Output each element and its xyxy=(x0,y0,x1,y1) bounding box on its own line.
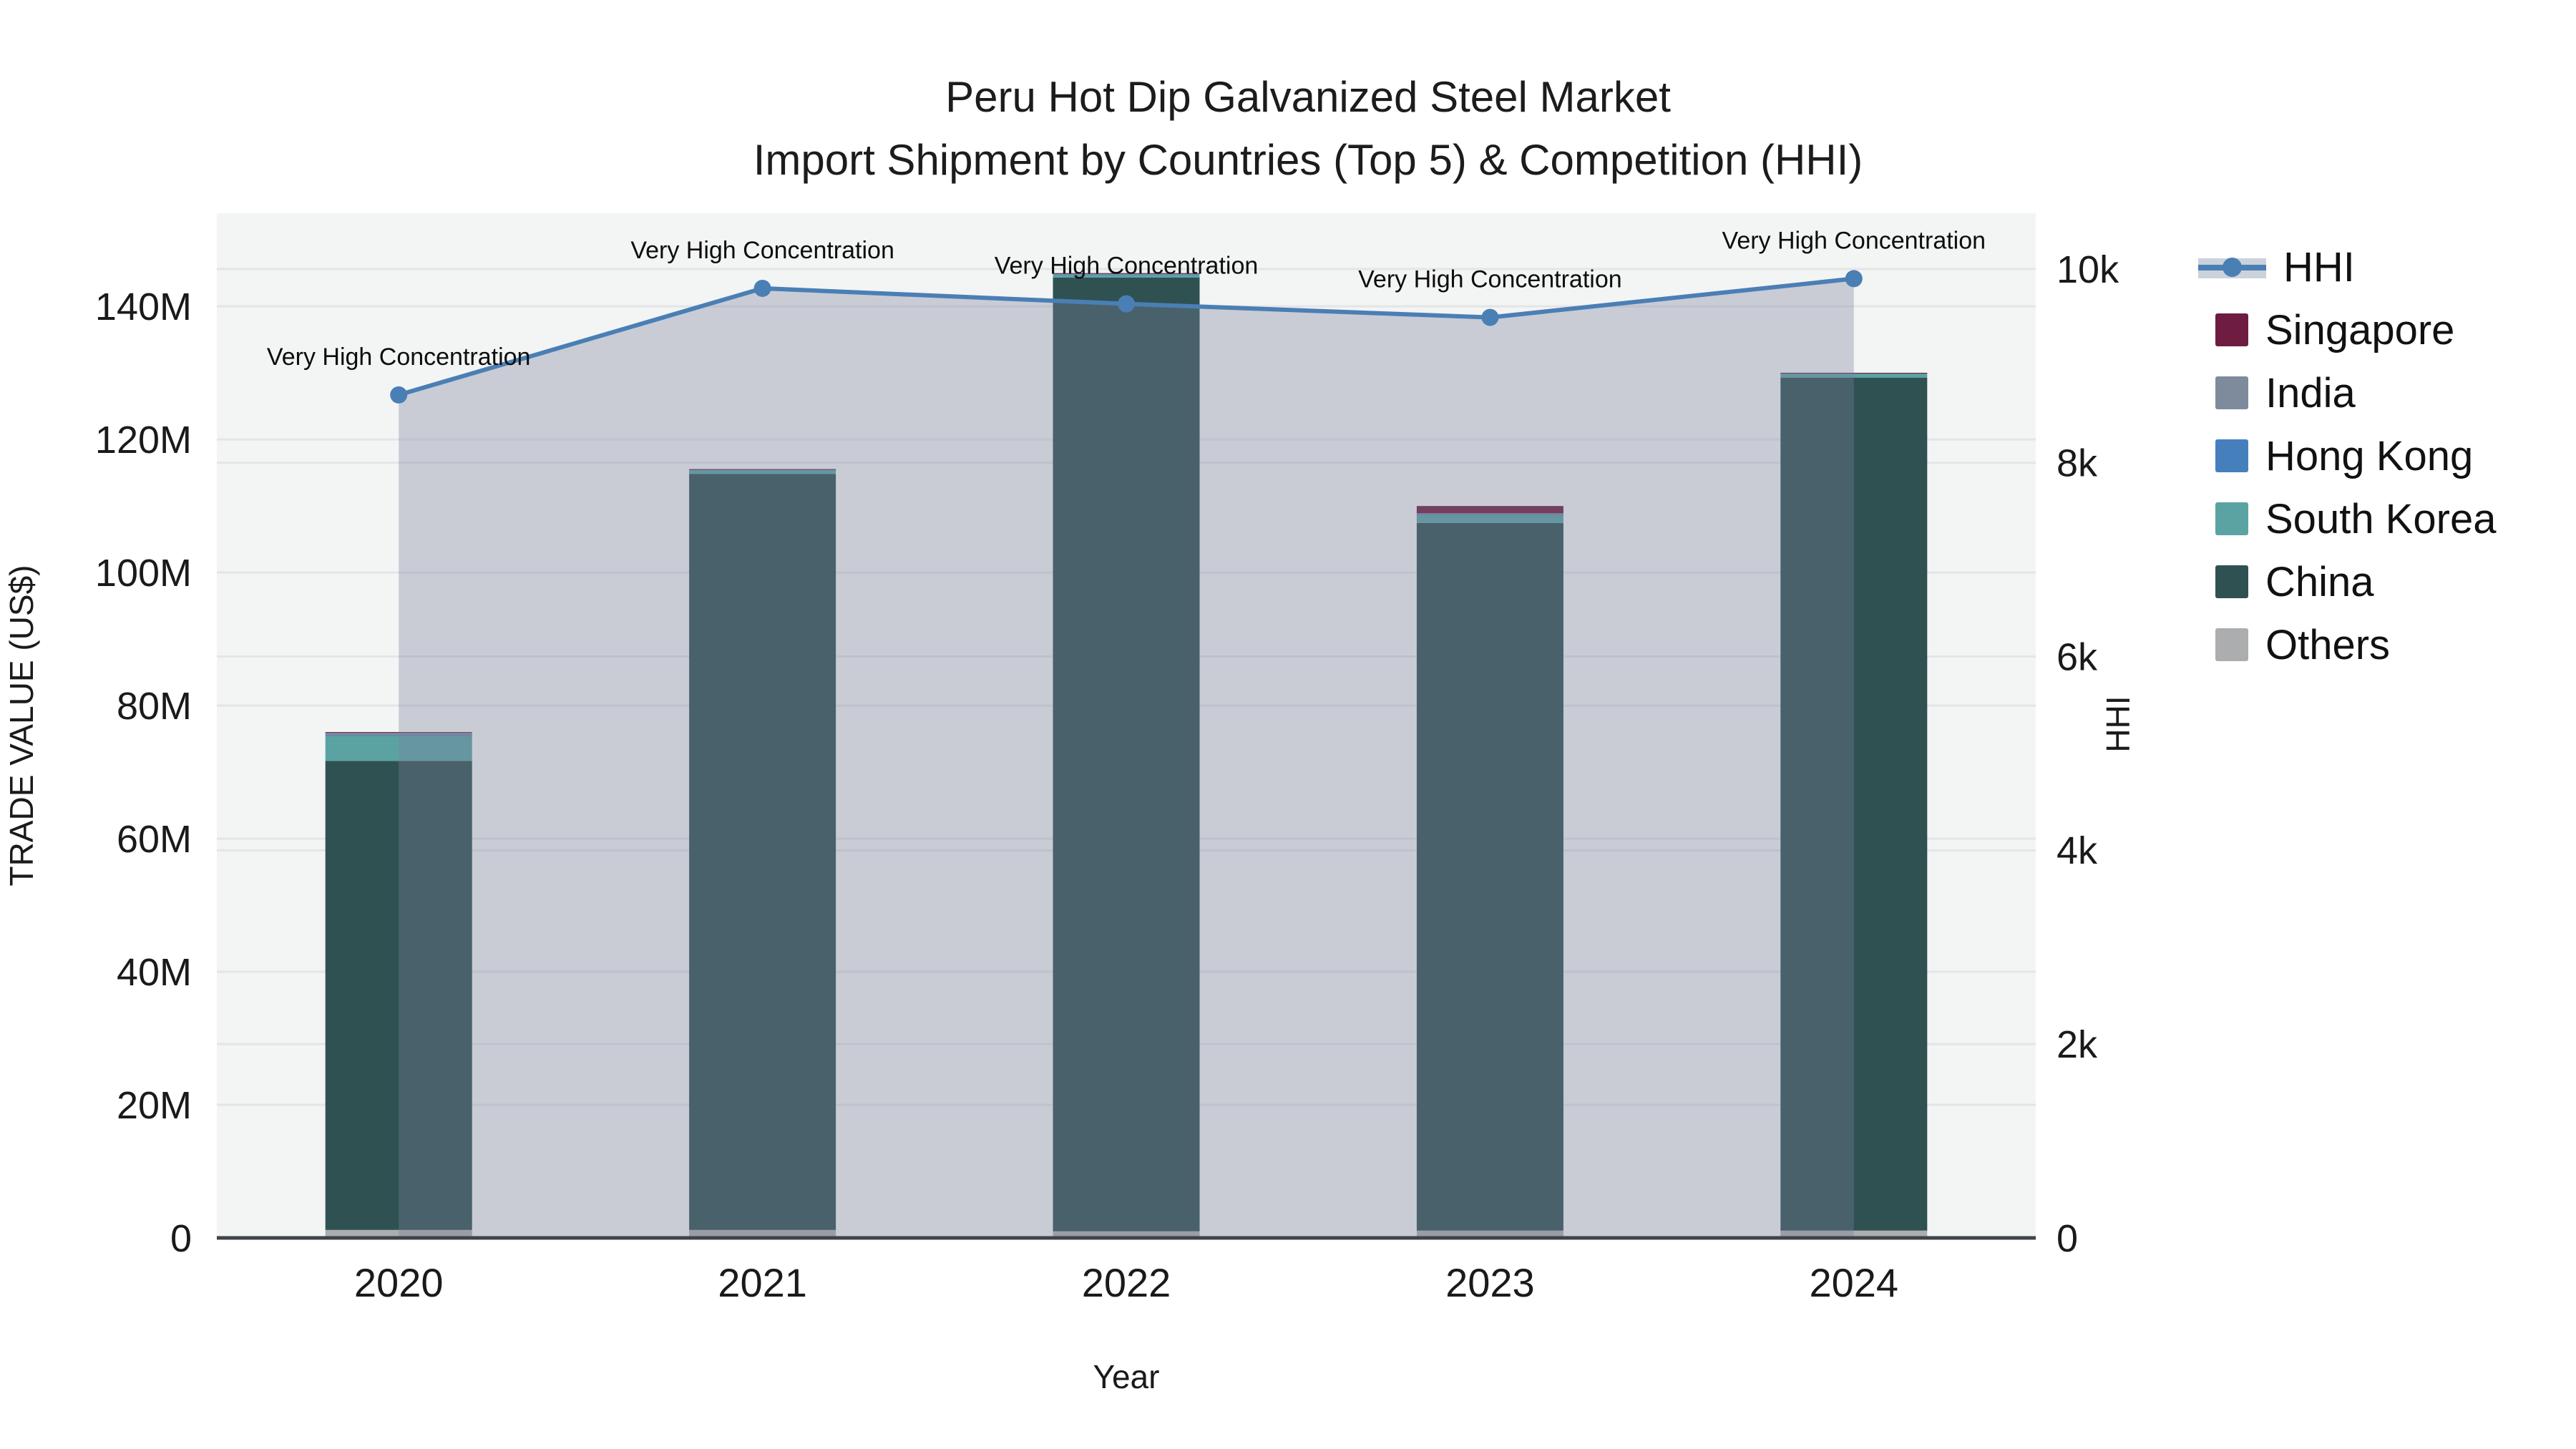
y-left-tick-label: 20M xyxy=(117,1084,192,1127)
bar-segment-hong-kong-2023[interactable] xyxy=(1416,514,1563,515)
bar-segment-others-2021[interactable] xyxy=(689,1229,836,1238)
bar-segment-china-2020[interactable] xyxy=(325,761,472,1230)
bar-segment-singapore-2021[interactable] xyxy=(689,469,836,470)
india-swatch-icon xyxy=(2215,376,2248,409)
x-tick-label-2022: 2022 xyxy=(1082,1260,1171,1305)
legend-item-china[interactable]: China xyxy=(2198,559,2496,605)
bar-segment-others-2024[interactable] xyxy=(1780,1230,1928,1238)
legend-item-india[interactable]: India xyxy=(2198,369,2496,416)
legend-item-singapore[interactable]: Singapore xyxy=(2198,306,2496,353)
x-tick-label-2021: 2021 xyxy=(718,1260,807,1305)
bar-segment-south-korea-2021[interactable] xyxy=(689,469,836,474)
legend-label-india: India xyxy=(2265,369,2356,416)
hhi-point-2023[interactable] xyxy=(1481,308,1499,326)
legend-label-china: China xyxy=(2265,558,2374,605)
bar-segment-singapore-2024[interactable] xyxy=(1780,372,1928,374)
legend-label-hhi: HHI xyxy=(2283,243,2355,291)
hhi-point-2021[interactable] xyxy=(753,279,771,297)
y-left-tick-label: 120M xyxy=(95,419,192,462)
bar-segment-south-korea-2024[interactable] xyxy=(1780,373,1928,378)
bar-segment-others-2022[interactable] xyxy=(1053,1231,1200,1238)
legend-label-south-korea: South Korea xyxy=(2265,495,2497,542)
hong-kong-swatch-icon xyxy=(2215,439,2248,472)
legend-item-hong-kong[interactable]: Hong Kong xyxy=(2198,432,2496,479)
y-left-tick-label: 100M xyxy=(95,552,192,595)
bar-segment-china-2021[interactable] xyxy=(689,474,836,1230)
bar-segment-others-2020[interactable] xyxy=(325,1229,472,1238)
bar-segment-south-korea-2023[interactable] xyxy=(1416,514,1563,523)
bar-segment-india-2023[interactable] xyxy=(1416,513,1563,514)
y-left-tick-label: 60M xyxy=(117,818,192,861)
bar-segment-hong-kong-2022[interactable] xyxy=(1053,274,1200,275)
y-right-tick-label: 2k xyxy=(2057,1023,2098,1066)
annotation-2022: Very High Concentration xyxy=(995,253,1259,280)
bar-segment-south-korea-2020[interactable] xyxy=(325,735,472,761)
legend-item-south-korea[interactable]: South Korea xyxy=(2198,495,2497,542)
annotation-2021: Very High Concentration xyxy=(630,237,894,264)
x-tick-label-2020: 2020 xyxy=(354,1260,444,1305)
south-korea-swatch-icon xyxy=(2215,502,2248,535)
hhi-point-2022[interactable] xyxy=(1118,295,1135,313)
bar-segment-others-2023[interactable] xyxy=(1416,1230,1563,1238)
bar-segment-china-2023[interactable] xyxy=(1416,522,1563,1231)
y-left-tick-label: 0 xyxy=(170,1217,192,1260)
hhi-point-2020[interactable] xyxy=(390,386,408,404)
china-swatch-icon xyxy=(2215,565,2248,598)
x-axis-title: Year xyxy=(1093,1358,1160,1395)
bar-segment-india-2020[interactable] xyxy=(325,732,472,736)
legend-label-hong-kong: Hong Kong xyxy=(2265,432,2474,479)
y-left-tick-label: 80M xyxy=(117,685,192,728)
legend: HHI Singapore India Hong Kong South Korea Chi… xyxy=(2198,243,2497,687)
bar-segment-singapore-2023[interactable] xyxy=(1416,506,1563,514)
bar-segment-singapore-2022[interactable] xyxy=(1053,273,1200,274)
x-tick-label-2023: 2023 xyxy=(1445,1260,1535,1305)
y-right-axis-title: HHI xyxy=(2099,696,2137,752)
chart-title-line1: Peru Hot Dip Galvanized Steel Market xyxy=(945,73,1671,121)
chart-title-line2: Import Shipment by Countries (Top 5) & C… xyxy=(753,135,1863,184)
legend-item-hhi[interactable]: HHI xyxy=(2198,243,2496,291)
legend-item-others[interactable]: Others xyxy=(2198,622,2496,668)
legend-label-singapore: Singapore xyxy=(2265,306,2455,353)
chart-title: Peru Hot Dip Galvanized Steel Market Imp… xyxy=(753,66,1863,191)
bar-segment-china-2024[interactable] xyxy=(1780,377,1928,1231)
bar-segment-singapore-2020[interactable] xyxy=(325,732,472,733)
bar-segment-china-2022[interactable] xyxy=(1053,277,1200,1231)
y-left-tick-label: 140M xyxy=(95,286,192,328)
hhi-area-fill xyxy=(399,278,1854,1238)
y-right-tick-label: 10k xyxy=(2057,248,2119,291)
singapore-swatch-icon xyxy=(2215,313,2248,346)
y-right-tick-label: 6k xyxy=(2057,635,2098,678)
y-right-tick-label: 4k xyxy=(2057,829,2098,872)
y-right-tick-label: 0 xyxy=(2057,1217,2078,1260)
annotation-2024: Very High Concentration xyxy=(1722,227,1986,254)
bar-segment-hong-kong-2020[interactable] xyxy=(325,735,472,736)
others-swatch-icon xyxy=(2215,628,2248,661)
bar-segment-south-korea-2022[interactable] xyxy=(1053,274,1200,278)
hhi-point-2024[interactable] xyxy=(1845,270,1863,288)
bar-segment-india-2022[interactable] xyxy=(1053,273,1200,275)
y-left-tick-label: 40M xyxy=(117,951,192,994)
hhi-line-swatch-icon xyxy=(2198,250,2266,284)
legend-label-others: Others xyxy=(2265,621,2391,668)
y-left-axis-title: TRADE VALUE (US$) xyxy=(3,565,40,886)
x-tick-label-2024: 2024 xyxy=(1810,1260,1899,1305)
y-right-tick-label: 8k xyxy=(2057,442,2098,485)
annotation-2020: Very High Concentration xyxy=(267,343,531,371)
annotation-2023: Very High Concentration xyxy=(1358,266,1622,293)
